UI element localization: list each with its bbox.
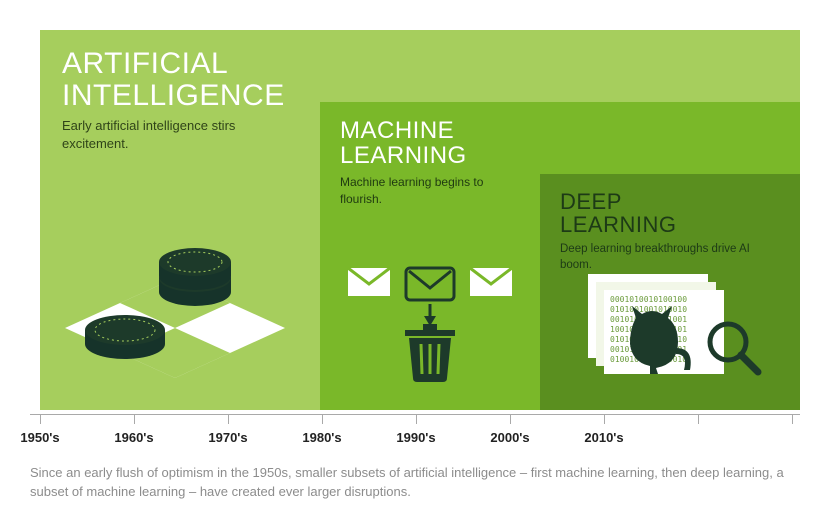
ml-subtitle: Machine learning begins to flourish.	[340, 174, 510, 206]
timeline-label: 2000's	[490, 430, 529, 445]
timeline-label: 1960's	[114, 430, 153, 445]
caption: Since an early flush of optimism in the …	[30, 464, 790, 502]
checkers-board-icon	[55, 238, 295, 388]
timeline-label: 1990's	[396, 430, 435, 445]
ai-subtitle: Early artificial intelligence stirs exci…	[62, 117, 252, 152]
dl-subtitle: Deep learning breakthroughs drive AI boo…	[560, 242, 750, 273]
timeline-tick	[792, 414, 793, 424]
timeline: 1950's1960's1970's1980's1990's2000's2010…	[30, 414, 800, 458]
ml-title: MACHINELEARNING	[340, 118, 780, 168]
dl-title: DEEPLEARNING	[560, 190, 780, 236]
spam-filter-icon	[340, 262, 520, 382]
timeline-tick	[322, 414, 323, 424]
timeline-axis	[30, 414, 800, 415]
diagram-canvas: ARTIFICIALINTELLIGENCE Early artificial …	[40, 30, 800, 410]
timeline-label: 1970's	[208, 430, 247, 445]
image-recognition-icon: 0001010010100100 0101001001010010 001010…	[570, 274, 770, 384]
timeline-tick	[40, 414, 41, 424]
timeline-tick	[510, 414, 511, 424]
timeline-label: 1980's	[302, 430, 341, 445]
timeline-label: 1950's	[20, 430, 59, 445]
timeline-label: 2010's	[584, 430, 623, 445]
timeline-tick	[416, 414, 417, 424]
timeline-tick	[134, 414, 135, 424]
timeline-tick	[604, 414, 605, 424]
timeline-tick	[228, 414, 229, 424]
svg-text:0001010010100100: 0001010010100100	[610, 295, 687, 304]
timeline-tick	[698, 414, 699, 424]
